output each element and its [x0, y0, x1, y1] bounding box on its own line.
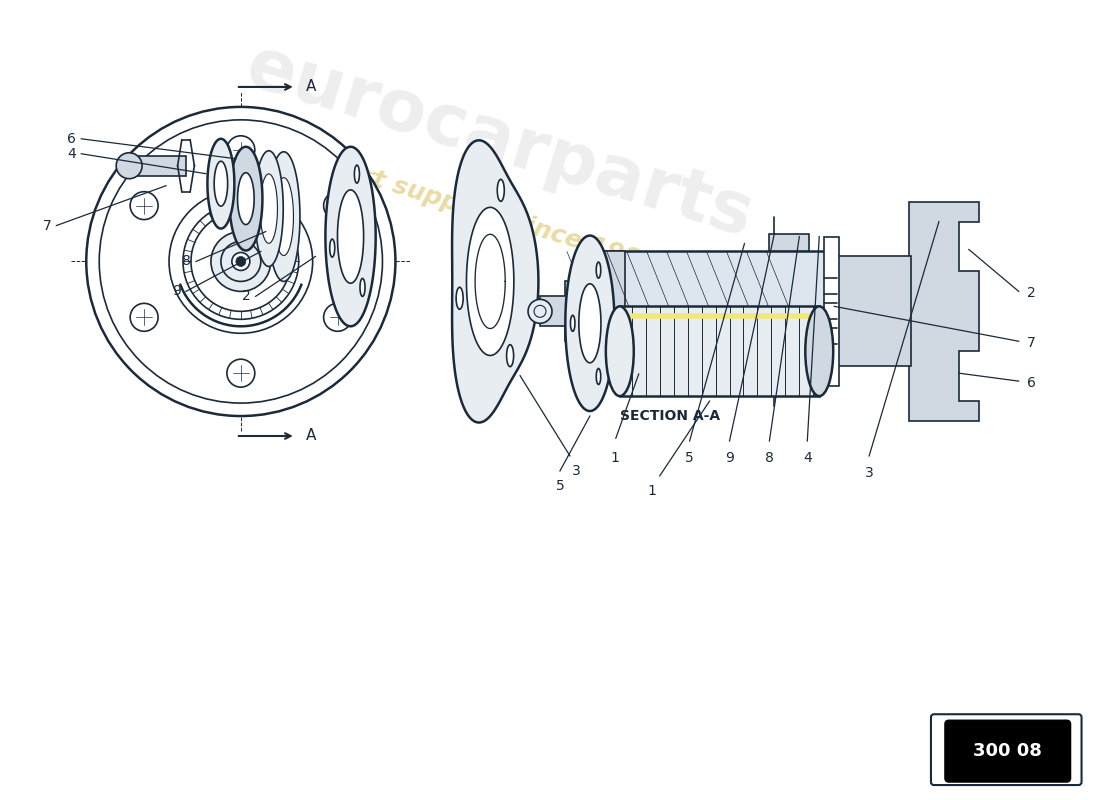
Circle shape: [323, 192, 352, 219]
Polygon shape: [824, 237, 839, 386]
Bar: [540, 296, 570, 326]
Text: 6: 6: [1026, 376, 1035, 390]
Polygon shape: [229, 146, 263, 250]
Polygon shape: [238, 173, 254, 225]
Text: 9: 9: [725, 451, 734, 465]
Text: 3: 3: [865, 466, 873, 480]
Text: 5: 5: [556, 479, 564, 493]
FancyBboxPatch shape: [931, 714, 1081, 785]
Ellipse shape: [606, 306, 634, 396]
Polygon shape: [208, 139, 234, 229]
Ellipse shape: [497, 179, 504, 202]
Polygon shape: [326, 146, 376, 326]
Polygon shape: [579, 284, 601, 362]
Text: 2: 2: [1026, 286, 1035, 300]
Text: eurocarparts: eurocarparts: [239, 32, 762, 252]
Polygon shape: [452, 140, 538, 422]
Ellipse shape: [507, 345, 514, 366]
Text: 2: 2: [242, 290, 251, 303]
Circle shape: [235, 257, 245, 266]
Bar: [136, 156, 186, 176]
Text: 5: 5: [685, 451, 694, 465]
Ellipse shape: [456, 287, 463, 310]
Circle shape: [86, 107, 395, 416]
Polygon shape: [466, 207, 514, 355]
Circle shape: [232, 253, 250, 270]
Text: 300 08: 300 08: [974, 742, 1042, 760]
Text: 7: 7: [1026, 336, 1035, 350]
FancyBboxPatch shape: [945, 720, 1070, 782]
Ellipse shape: [571, 315, 575, 331]
Text: SECTION A-A: SECTION A-A: [619, 409, 719, 423]
Circle shape: [169, 190, 312, 334]
Text: 8: 8: [183, 254, 191, 269]
Text: 6: 6: [67, 132, 76, 146]
Bar: [769, 234, 810, 251]
Bar: [769, 371, 810, 389]
Circle shape: [130, 192, 158, 219]
Circle shape: [130, 303, 158, 331]
Circle shape: [211, 231, 271, 291]
Ellipse shape: [596, 262, 601, 278]
Circle shape: [323, 303, 352, 331]
Circle shape: [227, 359, 255, 387]
Polygon shape: [260, 174, 277, 243]
Circle shape: [227, 136, 255, 164]
Polygon shape: [274, 178, 294, 255]
Polygon shape: [565, 235, 615, 411]
Text: 1: 1: [610, 451, 619, 465]
Text: 8: 8: [764, 451, 773, 465]
Polygon shape: [214, 162, 228, 206]
Polygon shape: [909, 202, 979, 421]
Text: 7: 7: [43, 218, 52, 233]
Ellipse shape: [805, 306, 833, 396]
Text: 1: 1: [647, 484, 657, 498]
Polygon shape: [254, 150, 283, 266]
Polygon shape: [338, 190, 364, 283]
Polygon shape: [829, 257, 911, 366]
Ellipse shape: [354, 165, 360, 183]
Bar: [600, 251, 829, 371]
Ellipse shape: [360, 278, 365, 296]
Text: 9: 9: [172, 284, 182, 298]
Text: 4: 4: [803, 451, 812, 465]
Ellipse shape: [330, 239, 334, 257]
Polygon shape: [565, 251, 625, 371]
Text: A: A: [306, 429, 316, 443]
Circle shape: [528, 299, 552, 323]
Text: 4: 4: [67, 146, 76, 161]
Polygon shape: [267, 152, 300, 282]
Text: 3: 3: [572, 464, 581, 478]
Text: a part supplier since 1985: a part supplier since 1985: [300, 146, 660, 277]
Ellipse shape: [596, 369, 601, 385]
Text: A: A: [306, 79, 316, 94]
Bar: [619, 306, 820, 396]
Circle shape: [117, 153, 142, 178]
